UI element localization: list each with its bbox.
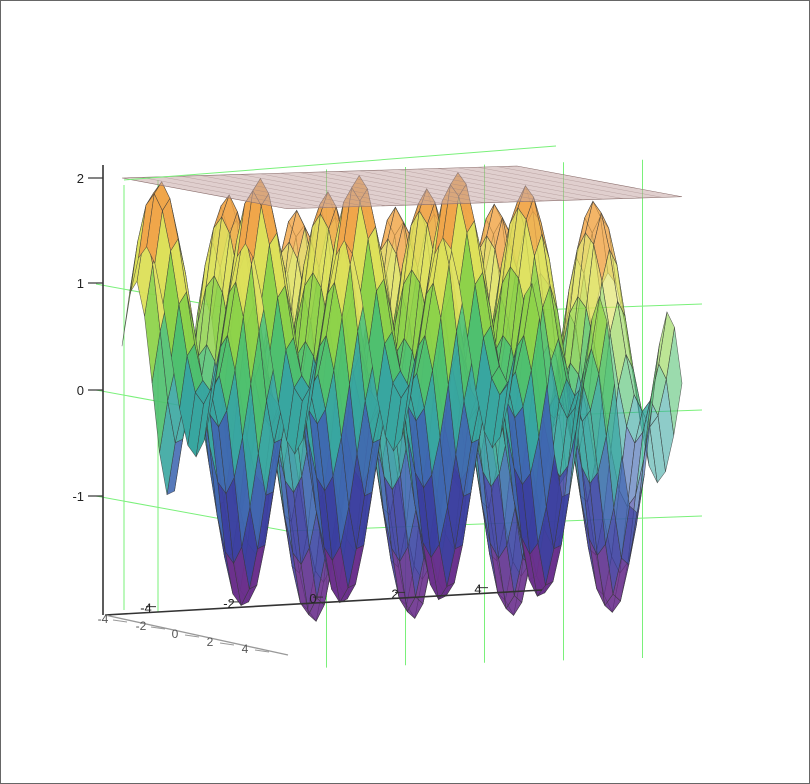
x-tick-label: 2 (391, 586, 398, 601)
z-tick-label: 2 (77, 171, 84, 186)
y-tick-label: 4 (242, 642, 249, 656)
plane-mesh-line (497, 166, 663, 198)
z-tick-label: 0 (77, 383, 84, 398)
plane-mesh-line (299, 172, 465, 204)
plane-mesh-line (358, 170, 525, 202)
plane-mesh-line (477, 167, 643, 199)
plane-mesh-line (181, 176, 347, 208)
plane-mesh-line (319, 171, 485, 203)
y-tick (254, 649, 270, 653)
plane-mesh-line (339, 171, 505, 203)
plane-mesh-line (279, 173, 446, 205)
z-tick-label: 1 (77, 276, 84, 291)
plane-mesh-line (220, 174, 386, 206)
plane-mesh-line (240, 174, 406, 206)
plane-mesh-line (378, 170, 544, 202)
x-tick-label: 0 (309, 591, 316, 606)
overlay-plane (121, 145, 683, 210)
y-tick (184, 634, 200, 638)
y-tick-label: -4 (98, 612, 109, 626)
y-tick-label: 2 (207, 635, 214, 649)
surface-mesh (121, 171, 683, 622)
x-tick-label: -2 (223, 596, 235, 611)
plane-mesh-line (418, 168, 584, 200)
surface-patch (508, 295, 525, 401)
y-tick (150, 626, 166, 630)
grid-line (123, 145, 557, 181)
y-tick (112, 619, 128, 623)
y-tick (219, 642, 235, 646)
x-tick-label: -4 (140, 601, 152, 616)
plane-mesh-line (437, 168, 604, 200)
y-tick-label: -2 (136, 619, 147, 633)
x-axis-line (104, 589, 543, 616)
plane-mesh-line (200, 175, 367, 207)
y-tick-label: 0 (172, 627, 179, 641)
plane-mesh-line (141, 177, 307, 209)
plane-mesh-line (457, 167, 623, 199)
y-axis-line (104, 614, 289, 656)
plane-mesh-line (260, 173, 426, 205)
x-tick-label: 4 (474, 582, 481, 597)
plane-mesh-line (161, 176, 327, 208)
plane-mesh-line (398, 169, 564, 201)
axes: -1 0 1 2 -4 -2 0 2 4 -4 -2 0 2 4 (72, 165, 543, 656)
z-tick-label: -1 (72, 489, 84, 504)
